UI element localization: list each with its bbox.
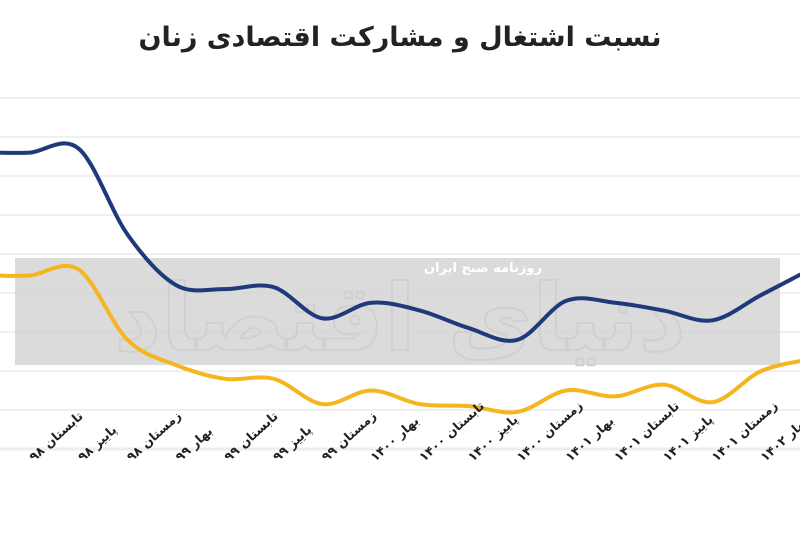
series-line-1 <box>0 263 800 415</box>
chart-title: نسبت اشتغال و مشارکت اقتصادی زنان <box>138 22 662 53</box>
watermark-band <box>15 258 780 365</box>
watermark-tagline: روزنامه صبح ایران <box>424 261 542 276</box>
x-tick-label: پاییز ۹۸ <box>75 422 120 464</box>
x-tick-label: بهار ۹۹ <box>172 423 215 464</box>
series-lines <box>0 141 800 415</box>
gridlines <box>0 97 800 451</box>
watermark: دنیای اقتصاد روزنامه صبح ایران <box>15 258 780 373</box>
x-tick-label: پاییز ۹۹ <box>270 422 315 464</box>
watermark-logo: دنیای اقتصاد <box>114 265 686 372</box>
